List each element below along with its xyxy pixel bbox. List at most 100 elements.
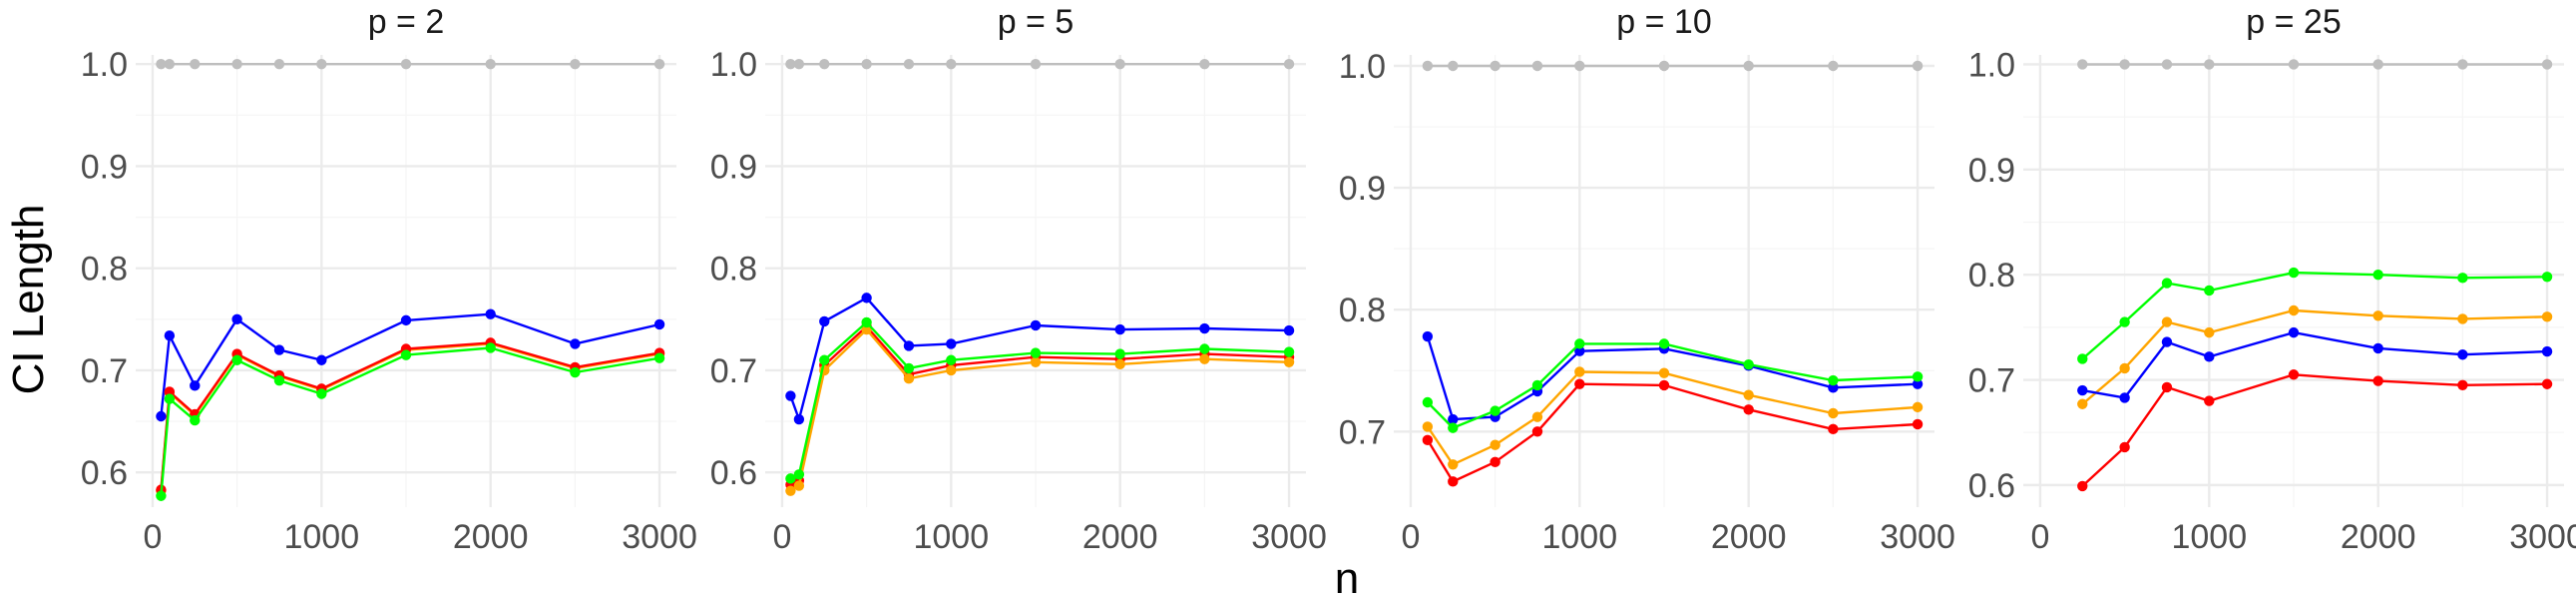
series-line bbox=[2081, 308, 2548, 405]
series-line bbox=[1426, 370, 1919, 466]
data-point bbox=[819, 354, 830, 365]
data-point bbox=[1574, 60, 1585, 72]
data-point bbox=[2119, 441, 2130, 453]
data-point bbox=[1743, 389, 1754, 400]
data-point bbox=[1828, 407, 1839, 419]
data-point bbox=[653, 352, 665, 363]
data-point bbox=[164, 386, 176, 397]
data-point bbox=[1658, 367, 1670, 378]
data-point bbox=[861, 293, 872, 303]
data-point bbox=[903, 59, 915, 70]
data-point bbox=[1574, 378, 1585, 389]
series-green bbox=[2077, 267, 2553, 364]
y-tick-label: 0.6 bbox=[81, 454, 128, 492]
data-point bbox=[785, 59, 796, 70]
y-tick-label: 0.9 bbox=[710, 148, 757, 186]
series-red bbox=[785, 320, 1295, 490]
data-point bbox=[1448, 60, 1459, 72]
data-point bbox=[903, 362, 915, 374]
data-point bbox=[1743, 404, 1754, 415]
data-point bbox=[2457, 59, 2468, 70]
series-line bbox=[789, 320, 1290, 480]
y-tick-label: 0.9 bbox=[81, 148, 128, 186]
data-point bbox=[485, 308, 496, 319]
series-line bbox=[1426, 382, 1919, 483]
data-point bbox=[1828, 374, 1839, 386]
y-tick-label: 0.9 bbox=[1339, 170, 1386, 208]
data-point bbox=[2541, 345, 2553, 357]
data-point bbox=[793, 469, 805, 480]
y-tick-label: 1.0 bbox=[1968, 46, 2015, 84]
data-point bbox=[819, 59, 830, 70]
data-point bbox=[190, 414, 201, 426]
data-point bbox=[1912, 401, 1924, 413]
data-point bbox=[1490, 60, 1501, 72]
data-point bbox=[793, 59, 805, 70]
data-point bbox=[1199, 353, 1210, 364]
data-point bbox=[316, 354, 327, 365]
x-tick-label: 1000 bbox=[283, 518, 359, 556]
y-tick-label: 0.7 bbox=[81, 352, 128, 390]
data-point bbox=[2161, 59, 2173, 70]
data-point bbox=[785, 390, 796, 401]
data-point bbox=[2204, 59, 2215, 70]
series-line bbox=[2081, 271, 2548, 360]
series-reference bbox=[785, 59, 1295, 70]
data-point bbox=[1531, 426, 1543, 437]
y-tick-label: 0.6 bbox=[710, 454, 757, 492]
data-point bbox=[1030, 319, 1042, 331]
data-point bbox=[190, 380, 201, 391]
series-red bbox=[1422, 378, 1924, 487]
data-point bbox=[231, 313, 242, 325]
data-point bbox=[1283, 356, 1295, 367]
data-point bbox=[946, 354, 957, 365]
data-point bbox=[1114, 323, 1125, 335]
x-tick-label: 0 bbox=[143, 518, 162, 556]
data-point bbox=[2161, 278, 2173, 289]
data-point bbox=[2288, 59, 2300, 70]
y-tick-label: 0.7 bbox=[1968, 362, 2015, 400]
data-point bbox=[1828, 60, 1839, 72]
data-point bbox=[785, 485, 796, 496]
data-point bbox=[2077, 353, 2088, 364]
data-point bbox=[2541, 59, 2553, 70]
series-green bbox=[785, 316, 1295, 484]
series-line bbox=[160, 341, 660, 490]
series-blue bbox=[156, 308, 665, 422]
data-point bbox=[156, 59, 167, 70]
data-point bbox=[2457, 273, 2468, 284]
x-tick-label: 3000 bbox=[1251, 518, 1327, 556]
data-point bbox=[1030, 347, 1042, 358]
data-point bbox=[1531, 379, 1543, 391]
data-point bbox=[2372, 269, 2383, 281]
data-point bbox=[156, 410, 167, 422]
series-blue bbox=[785, 293, 1295, 425]
x-tick-label: 3000 bbox=[2509, 518, 2576, 556]
data-point bbox=[570, 59, 581, 70]
data-point bbox=[861, 316, 872, 328]
data-point bbox=[2161, 316, 2173, 327]
data-point bbox=[1114, 358, 1125, 370]
x-axis-title: n bbox=[1335, 554, 1359, 599]
series-line bbox=[789, 327, 1290, 492]
series-line bbox=[789, 297, 1290, 421]
data-point bbox=[653, 59, 665, 70]
panel-p5: p = 5 0 1000 2000 3000 0.6 0.7 0.8 0.9 1.0 bbox=[710, 3, 1327, 556]
data-point bbox=[231, 59, 242, 70]
data-point bbox=[2372, 310, 2383, 321]
series-green bbox=[156, 342, 665, 501]
data-point bbox=[1743, 60, 1754, 72]
data-point bbox=[903, 372, 915, 384]
data-point bbox=[1912, 60, 1924, 72]
data-point bbox=[2077, 398, 2088, 409]
data-point bbox=[273, 375, 285, 386]
panel-group: p = 2 0 1000 2000 3000 0.6 0.7 0.8 0.9 1.0 p = 5 0 1… bbox=[81, 3, 2576, 556]
data-point bbox=[1658, 379, 1670, 391]
series-reference bbox=[156, 59, 665, 70]
data-point bbox=[1199, 343, 1210, 354]
data-point bbox=[1448, 413, 1459, 425]
data-point bbox=[156, 490, 167, 501]
data-point bbox=[2204, 326, 2215, 338]
y-tick-label: 1.0 bbox=[1339, 48, 1386, 86]
